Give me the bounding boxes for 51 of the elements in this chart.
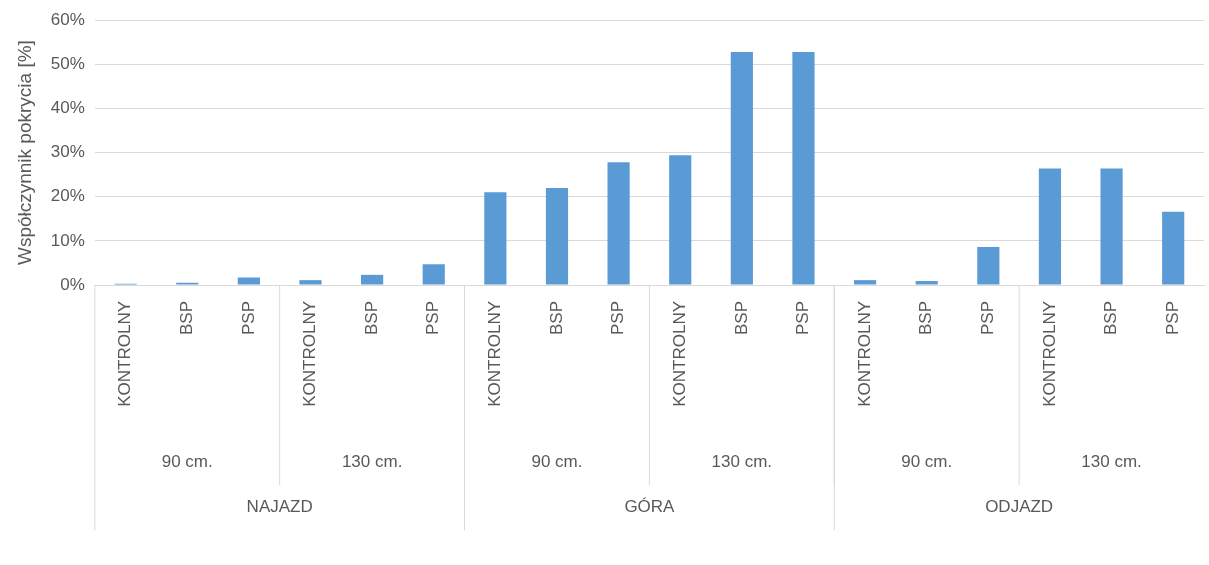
- bar: [915, 281, 938, 285]
- text: 130 cm.: [711, 452, 773, 472]
- bar: [730, 51, 753, 285]
- y-tick-label: 60%: [50, 9, 85, 29]
- x-tick-label: KONTROLNY: [854, 301, 874, 407]
- bar: [669, 155, 692, 285]
- x-tick-label: KONTROLNY: [300, 301, 320, 407]
- x-tick-label: PSP: [793, 301, 813, 336]
- text: 130 cm.: [341, 452, 403, 472]
- x-tick-label: PSP: [238, 301, 258, 336]
- y-tick-label: 50%: [50, 54, 85, 74]
- bar: [361, 274, 384, 285]
- text: 130 cm.: [1081, 452, 1142, 472]
- bar: [1100, 168, 1123, 285]
- text: 90 cm.: [531, 452, 583, 472]
- bar: [1038, 168, 1062, 285]
- bar: [607, 162, 630, 285]
- bar: [299, 280, 322, 285]
- y-tick-label: 30%: [50, 142, 85, 162]
- text: GÓRA: [624, 497, 676, 517]
- x-tick-label: BSP: [176, 301, 196, 336]
- x-tick-label: BSP: [1101, 301, 1121, 336]
- x-tick-label: KONTROLNY: [669, 301, 689, 407]
- x-tick-label: PSP: [978, 301, 998, 336]
- x-tick-label: BSP: [731, 301, 751, 336]
- bar: [484, 192, 507, 285]
- bar: [545, 187, 569, 285]
- x-tick-label: KONTROLNY: [115, 301, 135, 407]
- x-tick-label: BSP: [546, 301, 566, 336]
- y-tick-label: 10%: [50, 230, 85, 250]
- x-tick-label: BSP: [916, 301, 936, 336]
- x-tick-label: PSP: [608, 301, 628, 336]
- bar: [422, 264, 445, 285]
- x-tick-label: PSP: [423, 301, 443, 336]
- x-tick-label: KONTROLNY: [485, 301, 505, 407]
- bar: [853, 280, 877, 285]
- bar: [237, 277, 260, 285]
- text: NAJAZD: [246, 497, 313, 517]
- x-tick-label: PSP: [1162, 301, 1182, 336]
- y-tick-label: 40%: [50, 98, 85, 118]
- y-tick-label: 20%: [50, 186, 85, 206]
- x-tick-label: KONTROLNY: [1039, 301, 1059, 407]
- text: 90 cm.: [901, 452, 953, 472]
- bar: [1162, 211, 1185, 285]
- y-axis-title: Współczynnik pokrycia [%]: [13, 40, 35, 266]
- text: 90 cm.: [161, 452, 213, 472]
- text: ODJAZD: [985, 497, 1054, 517]
- x-tick-label: BSP: [361, 301, 381, 336]
- y-tick-label: 0%: [60, 274, 85, 294]
- bar: [792, 51, 815, 285]
- bar: [977, 247, 1000, 285]
